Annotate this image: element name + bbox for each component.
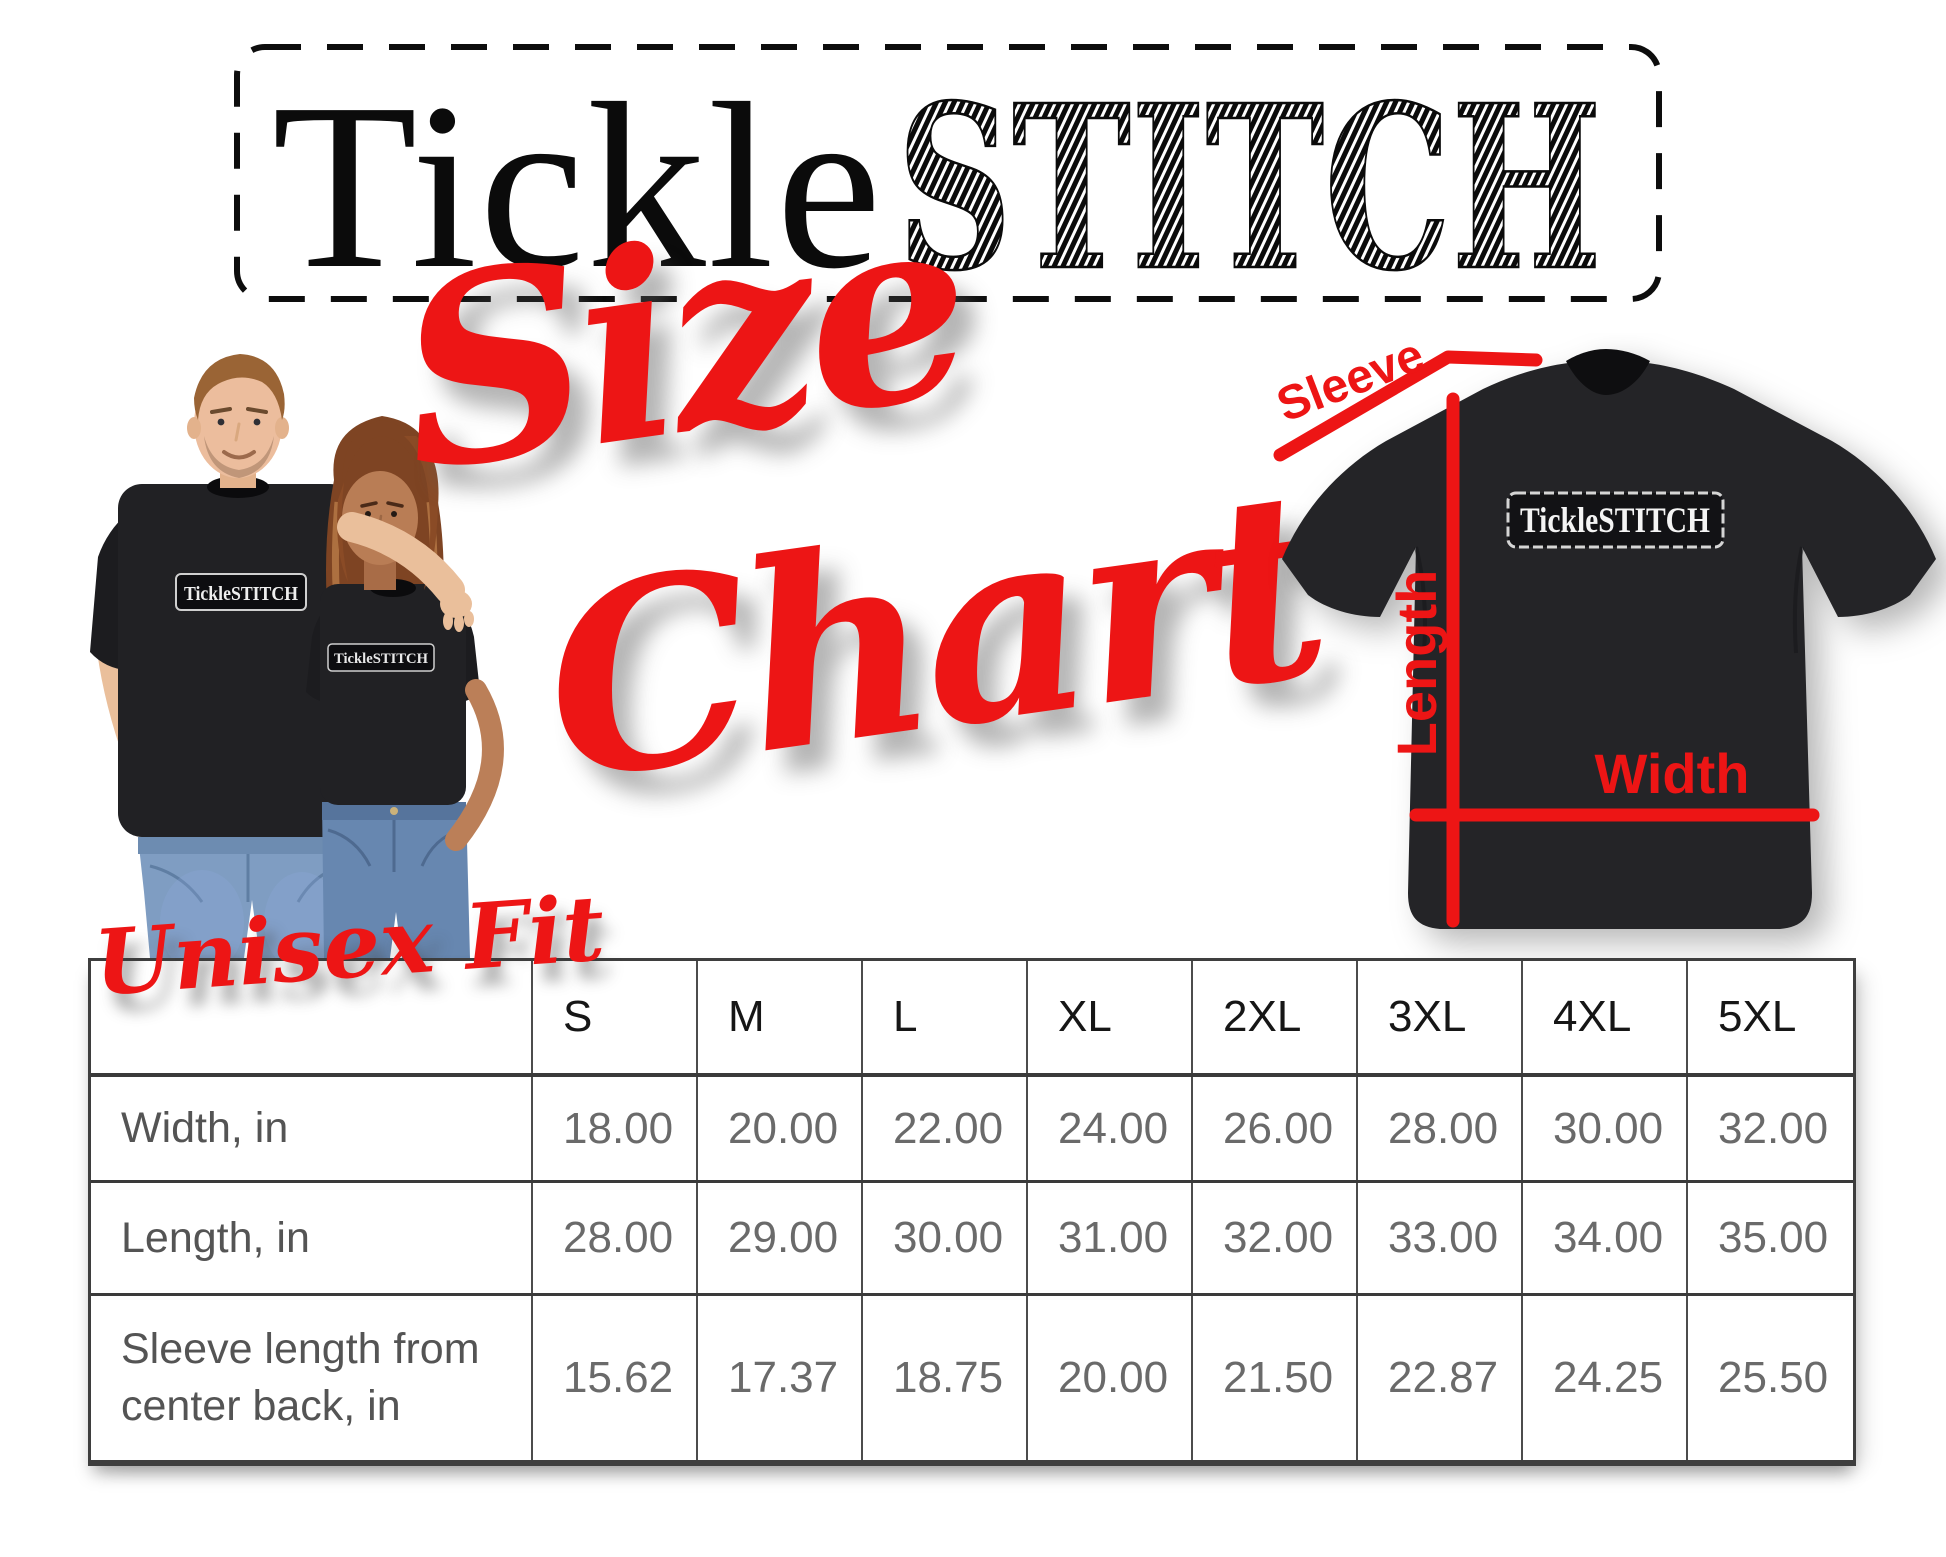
size-value-cell: 20.00 bbox=[698, 1077, 863, 1180]
size-value-cell: 28.00 bbox=[533, 1183, 698, 1293]
size-value-cell: 32.00 bbox=[1193, 1183, 1358, 1293]
size-column-header: XL bbox=[1028, 961, 1193, 1073]
size-value-cell: 33.00 bbox=[1358, 1183, 1523, 1293]
woman-right-arm bbox=[445, 679, 504, 851]
size-table: S M L XL 2XL 3XL 4XL 5XL Width, in 18.00 20.00 22.0… bbox=[88, 958, 1856, 1466]
size-column-header: L bbox=[863, 961, 1028, 1073]
woman-tshirt: TickleSTITCH bbox=[306, 579, 480, 805]
size-value-cell: 24.00 bbox=[1028, 1077, 1193, 1180]
size-value-cell: 17.37 bbox=[698, 1296, 863, 1460]
size-value-cell: 29.00 bbox=[698, 1183, 863, 1293]
logo-text-stitch: STITCH bbox=[896, 56, 1604, 322]
size-column-header: M bbox=[698, 961, 863, 1073]
brand-logo-box: Tickle STITCH bbox=[232, 42, 1664, 322]
size-column-header: 4XL bbox=[1523, 961, 1688, 1073]
measurement-row: Length, in 28.00 29.00 30.00 31.00 32.00 33.00… bbox=[91, 1183, 1853, 1296]
size-value-cell: 18.75 bbox=[863, 1296, 1028, 1460]
size-value-cell: 30.00 bbox=[863, 1183, 1028, 1293]
sleeve-measure-line bbox=[1273, 350, 1543, 462]
size-value-cell: 15.62 bbox=[533, 1296, 698, 1460]
man-jeans bbox=[138, 837, 354, 958]
fit-corner-cell bbox=[91, 961, 533, 1073]
svg-text:TickleSTITCH: TickleSTITCH bbox=[1520, 500, 1710, 540]
logo-text-tickle: Tickle bbox=[272, 55, 884, 318]
size-value-cell: 32.00 bbox=[1718, 1103, 1829, 1153]
logo-dashed-border bbox=[234, 44, 1662, 302]
logo-text-stitch-glyphs: STITCH bbox=[897, 57, 1602, 321]
size-value-cell: 31.00 bbox=[1028, 1183, 1193, 1293]
size-value-cell: 26.00 bbox=[1193, 1077, 1358, 1180]
woman-jeans bbox=[322, 802, 470, 958]
measurement-row-label: Length, in bbox=[91, 1183, 533, 1293]
width-label: Width bbox=[1595, 742, 1750, 805]
measurement-row: Width, in 18.00 20.00 22.00 24.00 26.00 28.00 3… bbox=[91, 1077, 1853, 1183]
measurement-row-label: Width, in bbox=[91, 1077, 533, 1180]
size-column-header: 2XL bbox=[1193, 961, 1358, 1073]
models-photo: TickleSTITCH bbox=[90, 354, 504, 958]
diagram-shirt-logo: TickleSTITCH bbox=[1506, 491, 1725, 549]
chart-heading: Chart bbox=[527, 431, 1338, 840]
size-value-cell: 22.87 bbox=[1358, 1296, 1523, 1460]
woman-shirt-logo: TickleSTITCH bbox=[334, 651, 428, 667]
size-value-cell: 20.00 bbox=[1028, 1296, 1193, 1460]
size-value-cell: 35.00 bbox=[1718, 1213, 1829, 1262]
length-label: Length bbox=[1385, 570, 1448, 757]
size-value-cell: 34.00 bbox=[1523, 1183, 1688, 1293]
size-value-cell: 24.25 bbox=[1523, 1296, 1688, 1460]
measurement-row: Sleeve length from center back, in 15.62 1… bbox=[91, 1296, 1853, 1460]
measurement-row-label: Sleeve length from center back, in bbox=[91, 1296, 533, 1460]
man-right-arm bbox=[337, 512, 474, 632]
man-shirt-logo: TickleSTITCH bbox=[184, 583, 298, 605]
size-heading: Size bbox=[381, 151, 982, 530]
size-value-cell: 28.00 bbox=[1358, 1077, 1523, 1180]
size-value-cell: 30.00 bbox=[1523, 1077, 1688, 1180]
size-column-header: 3XL bbox=[1358, 961, 1523, 1073]
size-header-row: S M L XL 2XL 3XL 4XL 5XL bbox=[91, 961, 1853, 1077]
size-value-cell: 22.00 bbox=[863, 1077, 1028, 1180]
man-head bbox=[187, 354, 289, 488]
diagram-tshirt bbox=[1282, 349, 1936, 929]
size-column-header: S bbox=[533, 961, 698, 1073]
size-column-header: 5XL bbox=[1718, 992, 1797, 1041]
size-value-cell: 18.00 bbox=[533, 1077, 698, 1180]
tshirt-measurement-diagram: TickleSTITCH Sleeve Length Width bbox=[1270, 333, 1936, 929]
size-value-cell: 25.50 bbox=[1718, 1353, 1829, 1402]
size-value-cell: 21.50 bbox=[1193, 1296, 1358, 1460]
